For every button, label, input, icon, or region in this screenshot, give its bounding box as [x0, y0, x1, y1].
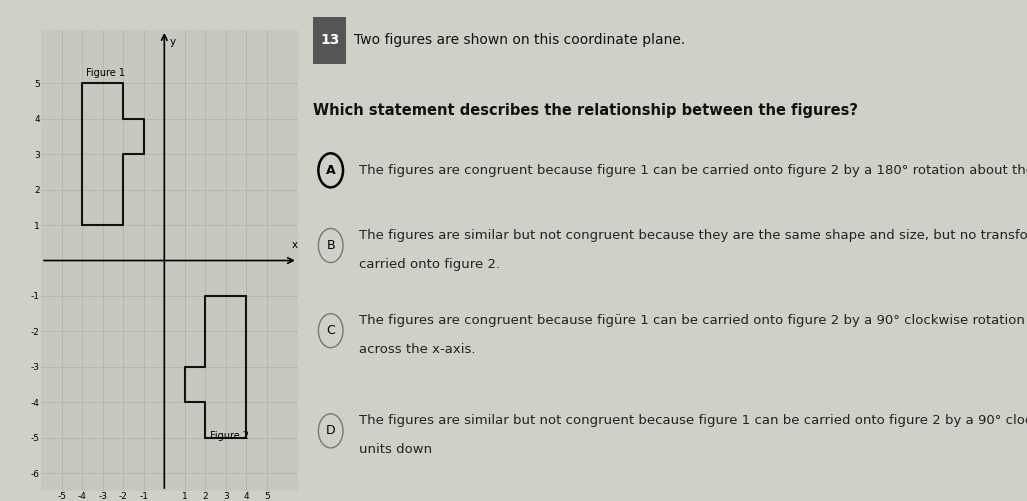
Text: y: y	[169, 37, 176, 47]
Text: B: B	[327, 239, 335, 252]
Text: units down: units down	[359, 443, 432, 456]
Text: Two figures are shown on this coordinate plane.: Two figures are shown on this coordinate…	[354, 33, 686, 47]
Text: carried onto figure 2.: carried onto figure 2.	[359, 258, 500, 271]
Text: A: A	[326, 164, 336, 177]
Text: 13: 13	[320, 34, 339, 47]
Text: The figures are congruent because figure 1 can be carried onto figure 2 by a 180: The figures are congruent because figure…	[359, 164, 1027, 177]
Text: Figure 2: Figure 2	[210, 431, 249, 441]
Text: Figure 1: Figure 1	[86, 68, 125, 78]
Text: The figures are congruent because figüre 1 can be carried onto figure 2 by a 90°: The figures are congruent because figüre…	[359, 314, 1027, 327]
Text: Which statement describes the relationship between the figures?: Which statement describes the relationsh…	[313, 103, 859, 118]
Text: The figures are similar but not congruent because they are the same shape and si: The figures are similar but not congruen…	[359, 229, 1027, 242]
Text: across the x-axis.: across the x-axis.	[359, 343, 476, 356]
Text: The figures are similar but not congruent because figure 1 can be carried onto f: The figures are similar but not congruen…	[359, 414, 1027, 427]
Text: x: x	[292, 240, 298, 250]
Text: D: D	[326, 424, 336, 437]
Text: C: C	[327, 324, 335, 337]
